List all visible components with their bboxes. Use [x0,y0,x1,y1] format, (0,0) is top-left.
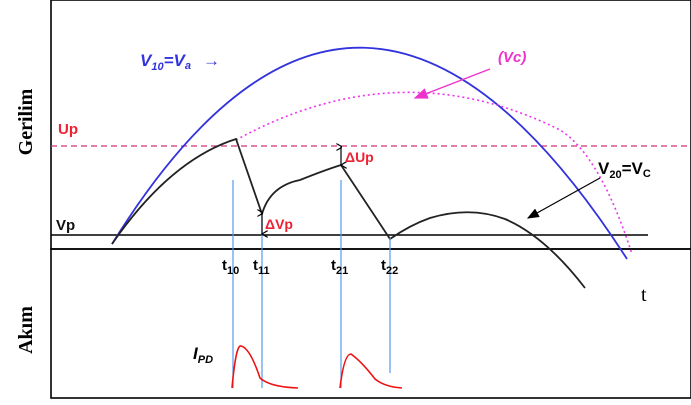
time-label-t11: t11 [253,257,270,277]
current-pulse-1 [231,345,299,389]
vp-label: Vp [56,217,75,234]
up-label: Up [58,121,78,138]
x-axis-label: t [641,284,647,306]
va-curve [111,46,628,260]
y-axis-label-current: Akım [15,306,37,354]
frame-bottom [50,248,691,399]
delta-vp-label: ΔVp [265,216,293,232]
time-label-t10: t10 [222,257,239,277]
time-label-t22: t22 [381,257,398,277]
v20-pointer-arrow [526,177,601,219]
y-axis-label-voltage: Gerilim [15,88,37,155]
delta-up-label: ΔUp [345,149,374,165]
current-label: IPD [193,344,213,366]
vc-pointer-arrow [413,68,491,99]
v20-label: V20=VC [598,159,651,181]
v10-label: V10=Va → [140,51,220,73]
time-label-t21: t21 [331,257,348,277]
vc-curve [235,91,633,255]
current-pulse-2 [339,353,403,389]
vc-label: (Vc) [498,49,526,66]
